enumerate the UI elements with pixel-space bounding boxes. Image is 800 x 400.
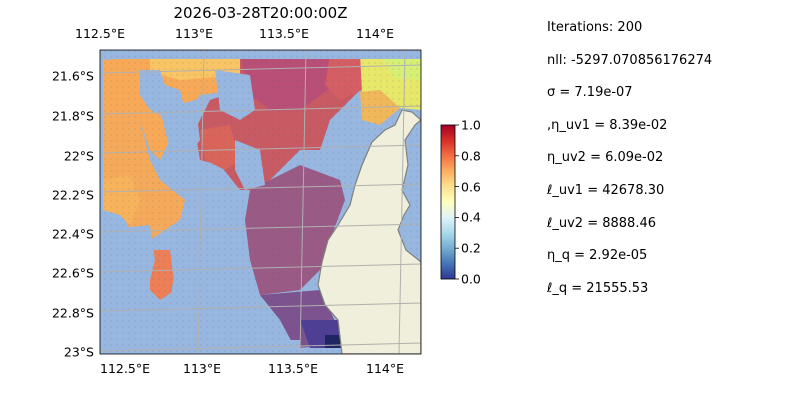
stat-line: Iterations: 200 (547, 20, 643, 35)
lon-tick-label-top: 113.5°E (259, 26, 309, 41)
map-frame (99, 49, 422, 355)
lat-tick-label: 21.8°S (51, 108, 94, 124)
lon-tick-label-top: 114°E (355, 26, 395, 41)
stat-line: ℓ_uv2 = 8888.46 (547, 215, 656, 231)
lat-tick-label: 22.4°S (51, 226, 94, 242)
lon-tick-label-top: 112.5°E (75, 26, 125, 41)
lat-tick-label: 22°S (63, 148, 94, 164)
lat-tick-label: 22.6°S (51, 265, 94, 281)
lon-tick-label-top: 113°E (174, 26, 214, 41)
stat-line: ℓ_uv1 = 42678.30 (547, 182, 665, 198)
stat-line: η_q = 2.92e-05 (547, 248, 648, 264)
parameter-stats: Iterations: 200 nll: -5297.070856176274 σ … (547, 20, 712, 313)
stat-line: ℓ_q = 21555.53 (547, 280, 649, 296)
colorbar-tick-label: 0.8 (461, 148, 481, 164)
map-gridlines (100, 50, 421, 354)
colorbar-tick-label: 1.0 (461, 117, 481, 133)
lat-tick-label: 22.2°S (51, 187, 94, 203)
plot-title: 2026-03-28T20:00:00Z (173, 4, 348, 22)
colorbar (440, 124, 459, 280)
stat-line: ,η_uv1 = 8.39e-02 (547, 117, 668, 133)
stat-line: nll: -5297.070856176274 (547, 52, 713, 68)
field-layer (100, 50, 421, 354)
stat-line: σ = 7.19e-07 (547, 85, 633, 101)
lat-tick-label: 22.8°S (51, 305, 94, 321)
lon-tick-label-bottom: 113.5°E (268, 361, 318, 376)
colorbar-tick-label: 0.4 (461, 209, 481, 225)
colorbar-tick-label: 0.0 (461, 271, 481, 287)
colorbar-tick-label: 0.6 (461, 179, 481, 195)
colorbar-tick-label: 0.2 (461, 240, 481, 256)
stat-line: η_uv2 = 6.09e-02 (547, 150, 664, 166)
lon-tick-label-bottom: 114°E (365, 361, 405, 376)
lon-tick-label-bottom: 113°E (182, 361, 222, 376)
lat-tick-label: 21.6°S (51, 68, 94, 84)
lon-tick-label-bottom: 112.5°E (100, 361, 150, 376)
lat-tick-label: 23°S (63, 344, 94, 360)
